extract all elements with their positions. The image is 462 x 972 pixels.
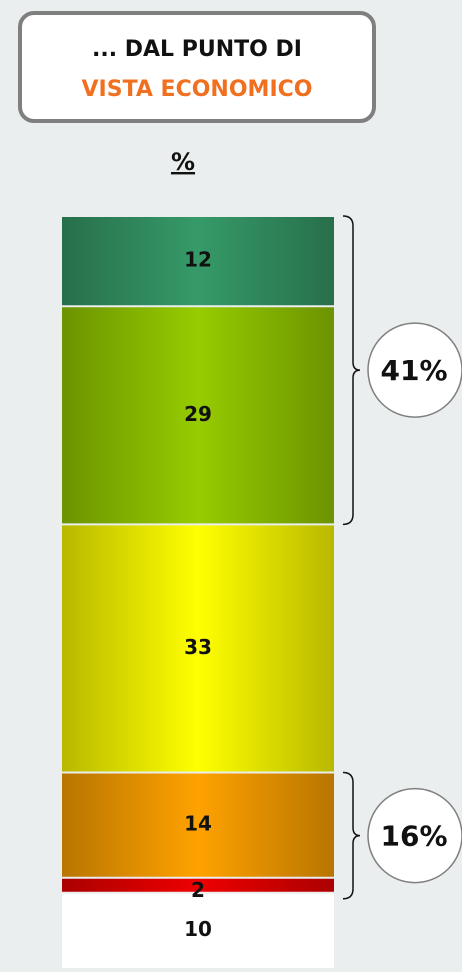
value-label: 29	[184, 402, 212, 426]
bar-segment	[62, 216, 334, 307]
bar-segment	[62, 524, 334, 773]
chart-title: VISTA ECONOMICO	[82, 77, 313, 102]
title-box	[18, 11, 376, 123]
value-label: 12	[184, 248, 212, 272]
value-label: 2	[191, 878, 205, 902]
bar-segment	[62, 877, 334, 893]
bar-segment	[62, 772, 334, 878]
bracket	[342, 215, 361, 526]
value-label: 10	[184, 917, 212, 941]
value-label: 14	[184, 812, 212, 836]
annotation-circle	[367, 322, 462, 418]
value-label: 33	[184, 635, 212, 659]
chart-title: ... DAL PUNTO DI	[92, 37, 302, 62]
annotation: 16%	[380, 820, 447, 853]
unit-label: %	[171, 148, 195, 176]
annotation: 41%	[380, 354, 447, 387]
bar-segment	[62, 306, 334, 525]
annotation-circle	[367, 787, 462, 884]
bar-segment	[62, 892, 334, 968]
bracket	[342, 771, 361, 900]
